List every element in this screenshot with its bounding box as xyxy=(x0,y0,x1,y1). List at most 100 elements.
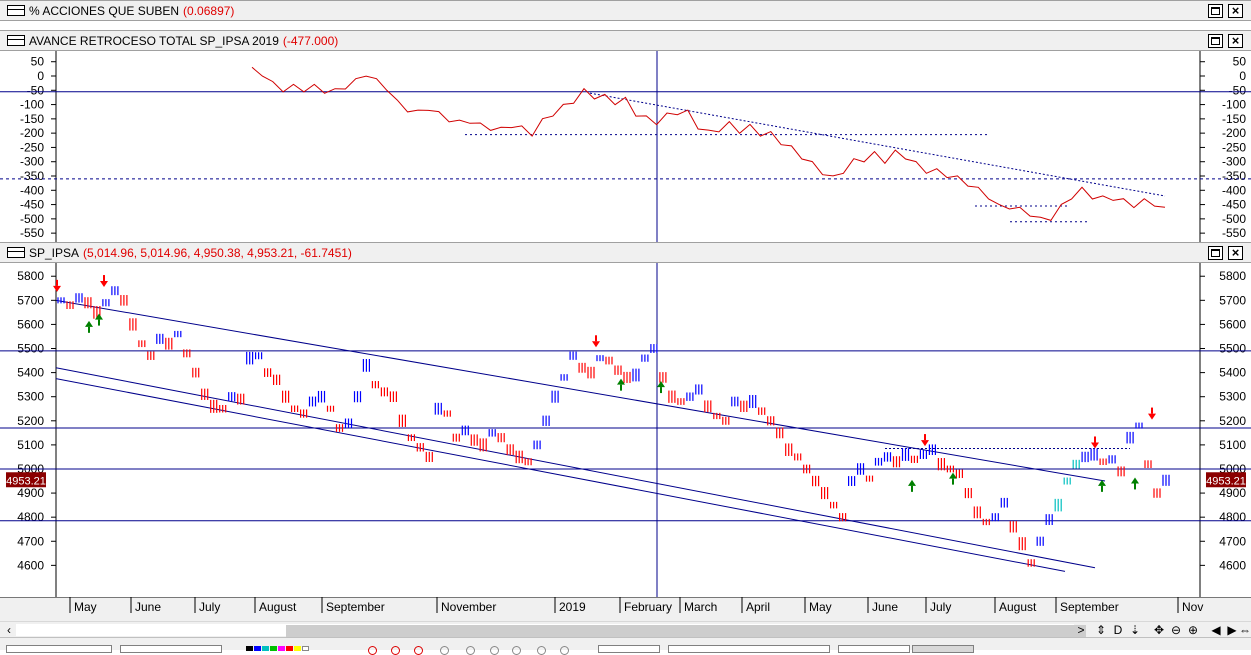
maximize-button[interactable] xyxy=(1208,4,1223,18)
move-icon[interactable]: ✥ xyxy=(1153,623,1165,637)
scroll-track[interactable] xyxy=(16,624,1086,638)
status-field xyxy=(598,645,660,653)
ad-axis-label: -450 xyxy=(1222,198,1246,212)
circle-tool-icon[interactable] xyxy=(391,646,400,655)
ad-axis-label: -400 xyxy=(20,183,44,197)
status-field xyxy=(668,645,830,653)
previous-icon[interactable]: ◀ xyxy=(1211,623,1221,637)
buy-arrow-icon xyxy=(617,378,625,385)
ad-axis-label: -550 xyxy=(20,226,44,240)
ad-axis-label: -150 xyxy=(20,112,44,126)
month-label: August xyxy=(999,600,1037,614)
circle-tool-icon[interactable] xyxy=(466,646,475,655)
pane-titlebar[interactable]: SP_IPSA (5,014.96, 5,014.96, 4,950.38, 4,… xyxy=(0,242,1251,263)
circle-tool-icon[interactable] xyxy=(368,646,377,655)
price-axis-label: 5200 xyxy=(17,414,44,428)
scroll-thumb[interactable] xyxy=(286,625,1086,638)
circle-tool-icon[interactable] xyxy=(560,646,569,655)
circle-tool-icon[interactable] xyxy=(414,646,423,655)
zoom-out-icon[interactable]: ⊖ xyxy=(1170,623,1182,637)
ad-axis-label: -250 xyxy=(20,140,44,154)
scroll-right-icon[interactable]: > xyxy=(1077,623,1085,637)
circle-tool-icon[interactable] xyxy=(490,646,499,655)
ad-axis-label: -450 xyxy=(20,198,44,212)
pane-title: AVANCE RETROCESO TOTAL SP_IPSA 2019 xyxy=(29,34,279,48)
month-label: May xyxy=(74,600,97,614)
month-label: 2019 xyxy=(559,600,586,614)
ad-axis-label: 0 xyxy=(1239,69,1246,83)
advance-decline-chart[interactable]: 50 500 0-50 -50-100 -100-150 -150-200 -200-250… xyxy=(0,51,1251,242)
scroll-left-icon[interactable]: ‹ xyxy=(7,623,11,637)
pane-sp-ipsa: SP_IPSA (5,014.96, 5,014.96, 4,950.38, 4,… xyxy=(0,242,1251,597)
ad-axis-label: -350 xyxy=(20,169,44,183)
price-axis-label: 5400 xyxy=(17,366,44,380)
circle-tool-icon[interactable] xyxy=(440,646,449,655)
last-price-label: 4953.21 xyxy=(1206,475,1246,487)
close-button[interactable]: × xyxy=(1228,246,1243,260)
compress-icon[interactable]: ⇣ xyxy=(1129,623,1141,637)
maximize-button[interactable] xyxy=(1208,34,1223,48)
data-icon[interactable]: D xyxy=(1113,623,1123,637)
ad-axis-label: -300 xyxy=(1222,155,1246,169)
circle-tool-icon[interactable] xyxy=(512,646,521,655)
channel-middle-line xyxy=(55,367,1096,569)
sell-arrow-icon xyxy=(921,440,929,447)
price-axis-label: 5200 xyxy=(1219,414,1246,428)
resize-icon[interactable]: ⇔ xyxy=(1239,623,1251,637)
price-axis-label: 5600 xyxy=(17,317,44,331)
pane-titlebar[interactable]: AVANCE RETROCESO TOTAL SP_IPSA 2019 (-477… xyxy=(0,30,1251,51)
price-axis-label: 4600 xyxy=(17,558,44,572)
channel-lower-line xyxy=(55,378,1066,572)
sell-arrow-icon xyxy=(100,281,108,288)
ad-axis-label: -400 xyxy=(1222,183,1246,197)
price-axis-label: 5700 xyxy=(1219,293,1246,307)
ad-axis-label: 0 xyxy=(37,69,44,83)
pane-title: SP_IPSA xyxy=(29,246,80,260)
price-axis-label: 4900 xyxy=(1219,486,1246,500)
status-bar xyxy=(0,637,1251,655)
price-axis-label: 5100 xyxy=(1219,438,1246,452)
close-button[interactable]: × xyxy=(1228,4,1243,18)
price-axis-label: 5800 xyxy=(1219,269,1246,283)
circle-tool-icon[interactable] xyxy=(537,646,546,655)
status-field xyxy=(912,645,974,653)
month-label: August xyxy=(259,600,297,614)
price-axis-label: 4600 xyxy=(1219,558,1246,572)
status-field xyxy=(838,645,910,653)
price-axis-label: 5100 xyxy=(17,438,44,452)
close-button[interactable]: × xyxy=(1228,34,1243,48)
price-chart[interactable]: 5800 5800 5700 5700 5600 5600 5500 5500 5400 5400… xyxy=(0,263,1251,597)
time-axis-labels: May June July August September November 2019 Fe… xyxy=(0,596,1251,614)
window-icon[interactable] xyxy=(7,5,25,16)
price-axis-label: 5500 xyxy=(1219,342,1246,356)
pane-titlebar[interactable]: % ACCIONES QUE SUBEN (0.06897) × xyxy=(0,0,1251,21)
sell-arrow-icon xyxy=(53,285,61,292)
maximize-button[interactable] xyxy=(1208,246,1223,260)
month-label: May xyxy=(809,600,832,614)
price-axis-label: 5600 xyxy=(1219,317,1246,331)
ad-axis-label: -500 xyxy=(1222,212,1246,226)
buy-arrow-icon xyxy=(1098,479,1106,486)
price-axis-label: 4700 xyxy=(17,534,44,548)
price-axis-label: 4900 xyxy=(17,486,44,500)
scale-icon[interactable]: ⇕ xyxy=(1095,623,1107,637)
next-icon[interactable]: ▶ xyxy=(1227,623,1237,637)
ad-axis-label: 50 xyxy=(1233,55,1247,69)
ad-axis-label: -250 xyxy=(1222,140,1246,154)
month-label: September xyxy=(326,600,385,614)
window-icon[interactable] xyxy=(7,35,25,46)
sell-arrow-icon xyxy=(1148,413,1156,420)
ad-axis-label: -350 xyxy=(1222,169,1246,183)
buy-arrow-icon xyxy=(1131,477,1139,484)
horizontal-scrollbar[interactable]: ‹ > ⇕ D ⇣ ✥ ⊖ ⊕ ◀ ▶ ⇔ xyxy=(0,621,1251,638)
month-label: Nov xyxy=(1182,600,1203,614)
month-label: June xyxy=(135,600,161,614)
month-label: July xyxy=(199,600,220,614)
price-axis-label: 4800 xyxy=(17,510,44,524)
pane-acciones-que-suben: % ACCIONES QUE SUBEN (0.06897) × xyxy=(0,0,1251,24)
sell-arrow-icon xyxy=(592,341,600,348)
zoom-in-icon[interactable]: ⊕ xyxy=(1187,623,1199,637)
month-label: April xyxy=(746,600,770,614)
window-icon[interactable] xyxy=(7,247,25,258)
status-field xyxy=(120,645,222,653)
